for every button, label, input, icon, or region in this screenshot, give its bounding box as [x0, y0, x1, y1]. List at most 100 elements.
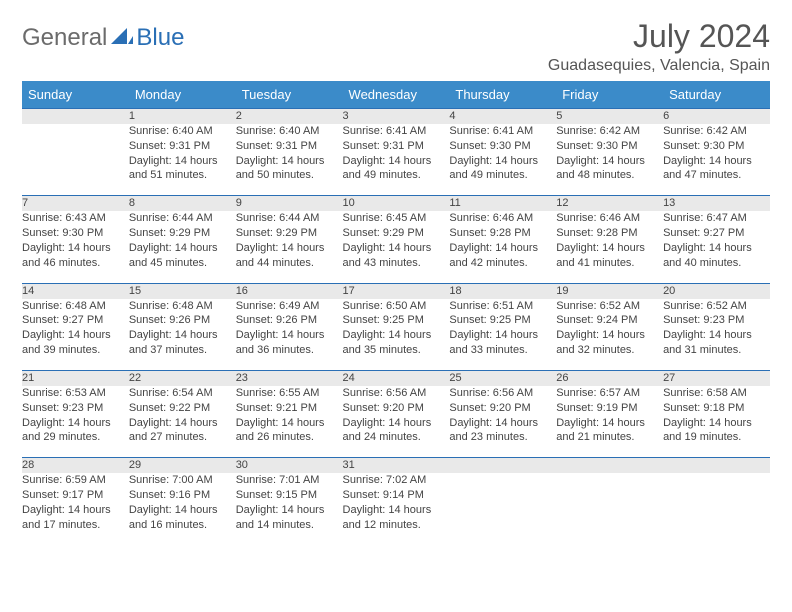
daylight-text: Daylight: 14 hours and 27 minutes. — [129, 416, 236, 446]
daylight-text: Daylight: 14 hours and 32 minutes. — [556, 328, 663, 358]
daylight-text: Daylight: 14 hours and 50 minutes. — [236, 154, 343, 184]
daylight-text: Daylight: 14 hours and 31 minutes. — [663, 328, 770, 358]
sunrise-text: Sunrise: 6:56 AM — [449, 386, 556, 401]
day-details-cell — [22, 124, 129, 196]
daylight-text: Daylight: 14 hours and 19 minutes. — [663, 416, 770, 446]
daylight-text: Daylight: 14 hours and 45 minutes. — [129, 241, 236, 271]
day-details-cell: Sunrise: 6:59 AMSunset: 9:17 PMDaylight:… — [22, 473, 129, 545]
daylight-text: Daylight: 14 hours and 43 minutes. — [343, 241, 450, 271]
daylight-text: Daylight: 14 hours and 41 minutes. — [556, 241, 663, 271]
daylight-text: Daylight: 14 hours and 49 minutes. — [449, 154, 556, 184]
day-details-cell: Sunrise: 6:48 AMSunset: 9:26 PMDaylight:… — [129, 299, 236, 371]
sunrise-text: Sunrise: 6:54 AM — [129, 386, 236, 401]
details-row: Sunrise: 6:48 AMSunset: 9:27 PMDaylight:… — [22, 299, 770, 371]
day-number-cell: 18 — [449, 283, 556, 298]
sunrise-text: Sunrise: 6:51 AM — [449, 299, 556, 314]
sunset-text: Sunset: 9:29 PM — [129, 226, 236, 241]
day-details-cell: Sunrise: 6:46 AMSunset: 9:28 PMDaylight:… — [556, 211, 663, 283]
sunset-text: Sunset: 9:17 PM — [22, 488, 129, 503]
sunrise-text: Sunrise: 6:57 AM — [556, 386, 663, 401]
day-details-cell — [449, 473, 556, 545]
daylight-text: Daylight: 14 hours and 16 minutes. — [129, 503, 236, 533]
sunrise-text: Sunrise: 6:44 AM — [236, 211, 343, 226]
day-number-cell: 23 — [236, 371, 343, 386]
sunrise-text: Sunrise: 6:55 AM — [236, 386, 343, 401]
day-number-cell — [663, 458, 770, 473]
sunset-text: Sunset: 9:16 PM — [129, 488, 236, 503]
weekday-heading: Monday — [129, 81, 236, 109]
day-number-cell: 24 — [343, 371, 450, 386]
daylight-text: Daylight: 14 hours and 33 minutes. — [449, 328, 556, 358]
day-details-cell — [663, 473, 770, 545]
sunset-text: Sunset: 9:26 PM — [236, 313, 343, 328]
day-number-cell: 28 — [22, 458, 129, 473]
sunset-text: Sunset: 9:30 PM — [663, 139, 770, 154]
daylight-text: Daylight: 14 hours and 39 minutes. — [22, 328, 129, 358]
day-details-cell: Sunrise: 6:47 AMSunset: 9:27 PMDaylight:… — [663, 211, 770, 283]
sunrise-text: Sunrise: 6:46 AM — [449, 211, 556, 226]
weekday-heading: Thursday — [449, 81, 556, 109]
day-number-cell — [22, 109, 129, 124]
sunrise-text: Sunrise: 6:46 AM — [556, 211, 663, 226]
daynum-row: 21222324252627 — [22, 371, 770, 386]
details-row: Sunrise: 6:40 AMSunset: 9:31 PMDaylight:… — [22, 124, 770, 196]
day-details-cell: Sunrise: 6:52 AMSunset: 9:24 PMDaylight:… — [556, 299, 663, 371]
day-number-cell: 21 — [22, 371, 129, 386]
day-number-cell: 1 — [129, 109, 236, 124]
sunrise-text: Sunrise: 6:58 AM — [663, 386, 770, 401]
daylight-text: Daylight: 14 hours and 37 minutes. — [129, 328, 236, 358]
sunset-text: Sunset: 9:21 PM — [236, 401, 343, 416]
month-title: July 2024 — [548, 18, 770, 55]
day-number-cell: 4 — [449, 109, 556, 124]
daylight-text: Daylight: 14 hours and 12 minutes. — [343, 503, 450, 533]
brand-logo: General Blue — [22, 24, 184, 52]
daylight-text: Daylight: 14 hours and 49 minutes. — [343, 154, 450, 184]
day-details-cell: Sunrise: 6:58 AMSunset: 9:18 PMDaylight:… — [663, 386, 770, 458]
daylight-text: Daylight: 14 hours and 14 minutes. — [236, 503, 343, 533]
sunrise-text: Sunrise: 6:45 AM — [343, 211, 450, 226]
sunset-text: Sunset: 9:25 PM — [343, 313, 450, 328]
day-number-cell: 19 — [556, 283, 663, 298]
day-details-cell: Sunrise: 6:50 AMSunset: 9:25 PMDaylight:… — [343, 299, 450, 371]
day-details-cell: Sunrise: 7:00 AMSunset: 9:16 PMDaylight:… — [129, 473, 236, 545]
daynum-row: 14151617181920 — [22, 283, 770, 298]
sunset-text: Sunset: 9:30 PM — [449, 139, 556, 154]
day-number-cell: 25 — [449, 371, 556, 386]
day-number-cell: 15 — [129, 283, 236, 298]
day-number-cell: 29 — [129, 458, 236, 473]
sunrise-text: Sunrise: 6:44 AM — [129, 211, 236, 226]
sunrise-text: Sunrise: 6:52 AM — [556, 299, 663, 314]
day-number-cell: 8 — [129, 196, 236, 211]
sunset-text: Sunset: 9:29 PM — [343, 226, 450, 241]
day-details-cell: Sunrise: 6:44 AMSunset: 9:29 PMDaylight:… — [236, 211, 343, 283]
sunrise-text: Sunrise: 6:48 AM — [129, 299, 236, 314]
sunrise-text: Sunrise: 6:40 AM — [129, 124, 236, 139]
sunset-text: Sunset: 9:25 PM — [449, 313, 556, 328]
weekday-heading: Saturday — [663, 81, 770, 109]
day-number-cell: 2 — [236, 109, 343, 124]
daylight-text: Daylight: 14 hours and 24 minutes. — [343, 416, 450, 446]
sunrise-text: Sunrise: 6:52 AM — [663, 299, 770, 314]
sunrise-text: Sunrise: 6:48 AM — [22, 299, 129, 314]
day-number-cell: 14 — [22, 283, 129, 298]
sunset-text: Sunset: 9:24 PM — [556, 313, 663, 328]
calendar-header: Sunday Monday Tuesday Wednesday Thursday… — [22, 81, 770, 109]
sunset-text: Sunset: 9:19 PM — [556, 401, 663, 416]
sunrise-text: Sunrise: 6:59 AM — [22, 473, 129, 488]
day-details-cell: Sunrise: 6:41 AMSunset: 9:31 PMDaylight:… — [343, 124, 450, 196]
day-details-cell: Sunrise: 6:49 AMSunset: 9:26 PMDaylight:… — [236, 299, 343, 371]
day-number-cell: 16 — [236, 283, 343, 298]
sunset-text: Sunset: 9:28 PM — [449, 226, 556, 241]
sunset-text: Sunset: 9:27 PM — [663, 226, 770, 241]
sunrise-text: Sunrise: 7:02 AM — [343, 473, 450, 488]
sunrise-text: Sunrise: 6:42 AM — [663, 124, 770, 139]
location: Guadasequies, Valencia, Spain — [548, 57, 770, 75]
calendar-table: Sunday Monday Tuesday Wednesday Thursday… — [22, 81, 770, 545]
day-number-cell: 12 — [556, 196, 663, 211]
daylight-text: Daylight: 14 hours and 44 minutes. — [236, 241, 343, 271]
daynum-row: 78910111213 — [22, 196, 770, 211]
sunset-text: Sunset: 9:14 PM — [343, 488, 450, 503]
sunrise-text: Sunrise: 6:40 AM — [236, 124, 343, 139]
sunset-text: Sunset: 9:31 PM — [129, 139, 236, 154]
sunset-text: Sunset: 9:26 PM — [129, 313, 236, 328]
